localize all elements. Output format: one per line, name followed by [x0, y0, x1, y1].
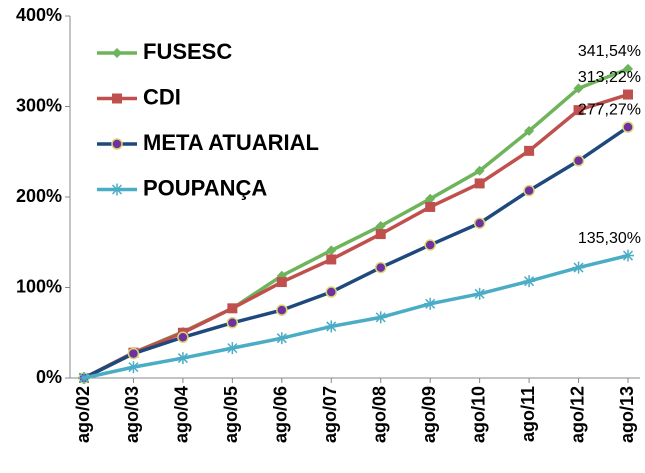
marker [374, 261, 387, 274]
marker [326, 254, 337, 265]
x-tick-label: ago/06 [271, 386, 291, 443]
marker [176, 352, 189, 365]
value-label: 341,54% [578, 43, 641, 60]
marker [226, 317, 239, 329]
series-line [83, 253, 629, 380]
marker [276, 277, 287, 288]
marker-stroke [227, 343, 238, 354]
marker [111, 138, 123, 150]
marker [325, 286, 338, 298]
value-label: 135,30% [578, 230, 641, 247]
marker [622, 121, 634, 133]
marker-stroke [128, 362, 139, 373]
x-tick-label: ago/04 [172, 386, 192, 443]
marker-stroke [177, 353, 188, 364]
value-label: 313,22% [578, 69, 641, 86]
x-tick-label: ago/05 [221, 386, 241, 443]
marker [523, 275, 536, 288]
marker-stroke [622, 250, 634, 261]
marker-stroke [111, 184, 123, 195]
marker [424, 297, 437, 310]
y-tick-label: 0% [36, 367, 62, 387]
marker [112, 48, 122, 58]
marker [127, 361, 140, 374]
y-tick-label: 100% [16, 276, 62, 296]
series-line [83, 67, 629, 380]
marker [177, 331, 189, 344]
marker [374, 311, 387, 324]
marker-stroke [78, 372, 90, 384]
marker-stroke [573, 262, 584, 273]
legend-label: POUPANÇA [143, 175, 267, 200]
marker [473, 217, 486, 229]
marker [623, 89, 633, 100]
marker [425, 193, 436, 204]
marker [227, 303, 238, 314]
value-label: 277,27% [578, 101, 641, 118]
marker [226, 342, 239, 355]
marker [474, 165, 485, 176]
marker [523, 184, 535, 197]
marker [572, 155, 585, 167]
marker [325, 320, 338, 333]
marker [375, 229, 386, 240]
x-tick-label: ago/02 [73, 386, 93, 443]
marker [375, 220, 386, 231]
marker [622, 249, 634, 262]
x-tick-label: ago/08 [369, 386, 389, 443]
marker-stroke [276, 333, 287, 344]
series-line [83, 92, 629, 380]
x-tick-label: ago/03 [122, 386, 142, 443]
legend-item: POUPANÇA [97, 175, 267, 200]
legend-label: META ATUARIAL [143, 130, 319, 155]
marker [275, 332, 288, 345]
marker [425, 201, 436, 212]
marker [623, 63, 633, 74]
x-tick-label: ago/09 [419, 386, 439, 443]
x-tick-label: ago/07 [320, 386, 340, 443]
legend-label: CDI [143, 84, 181, 109]
marker-stroke [474, 288, 485, 299]
marker [524, 145, 535, 156]
marker [276, 304, 288, 316]
x-tick-label: ago/12 [567, 386, 587, 443]
marker [127, 347, 140, 360]
y-tick-label: 200% [16, 186, 62, 206]
legend-item: FUSESC [97, 39, 232, 64]
marker [326, 245, 337, 256]
marker [424, 239, 436, 251]
marker [111, 183, 123, 196]
legend-item: META ATUARIAL [97, 130, 319, 155]
marker-stroke [425, 298, 436, 309]
series-line [83, 125, 629, 380]
x-tick-label: ago/10 [468, 386, 488, 443]
marker [112, 93, 122, 104]
marker [474, 178, 485, 189]
y-tick-label: 400% [16, 5, 62, 25]
marker [524, 125, 535, 136]
marker-stroke [524, 276, 535, 287]
marker [473, 287, 486, 300]
x-tick-label: ago/13 [617, 386, 637, 443]
y-tick-label: 300% [16, 95, 62, 115]
marker [573, 83, 584, 94]
marker-stroke [375, 312, 386, 323]
marker [78, 372, 90, 384]
legend-item: CDI [97, 84, 181, 109]
legend-label: FUSESC [143, 39, 232, 64]
marker [572, 261, 585, 274]
marker [573, 105, 584, 116]
x-tick-label: ago/11 [518, 386, 538, 442]
marker-stroke [326, 321, 337, 332]
